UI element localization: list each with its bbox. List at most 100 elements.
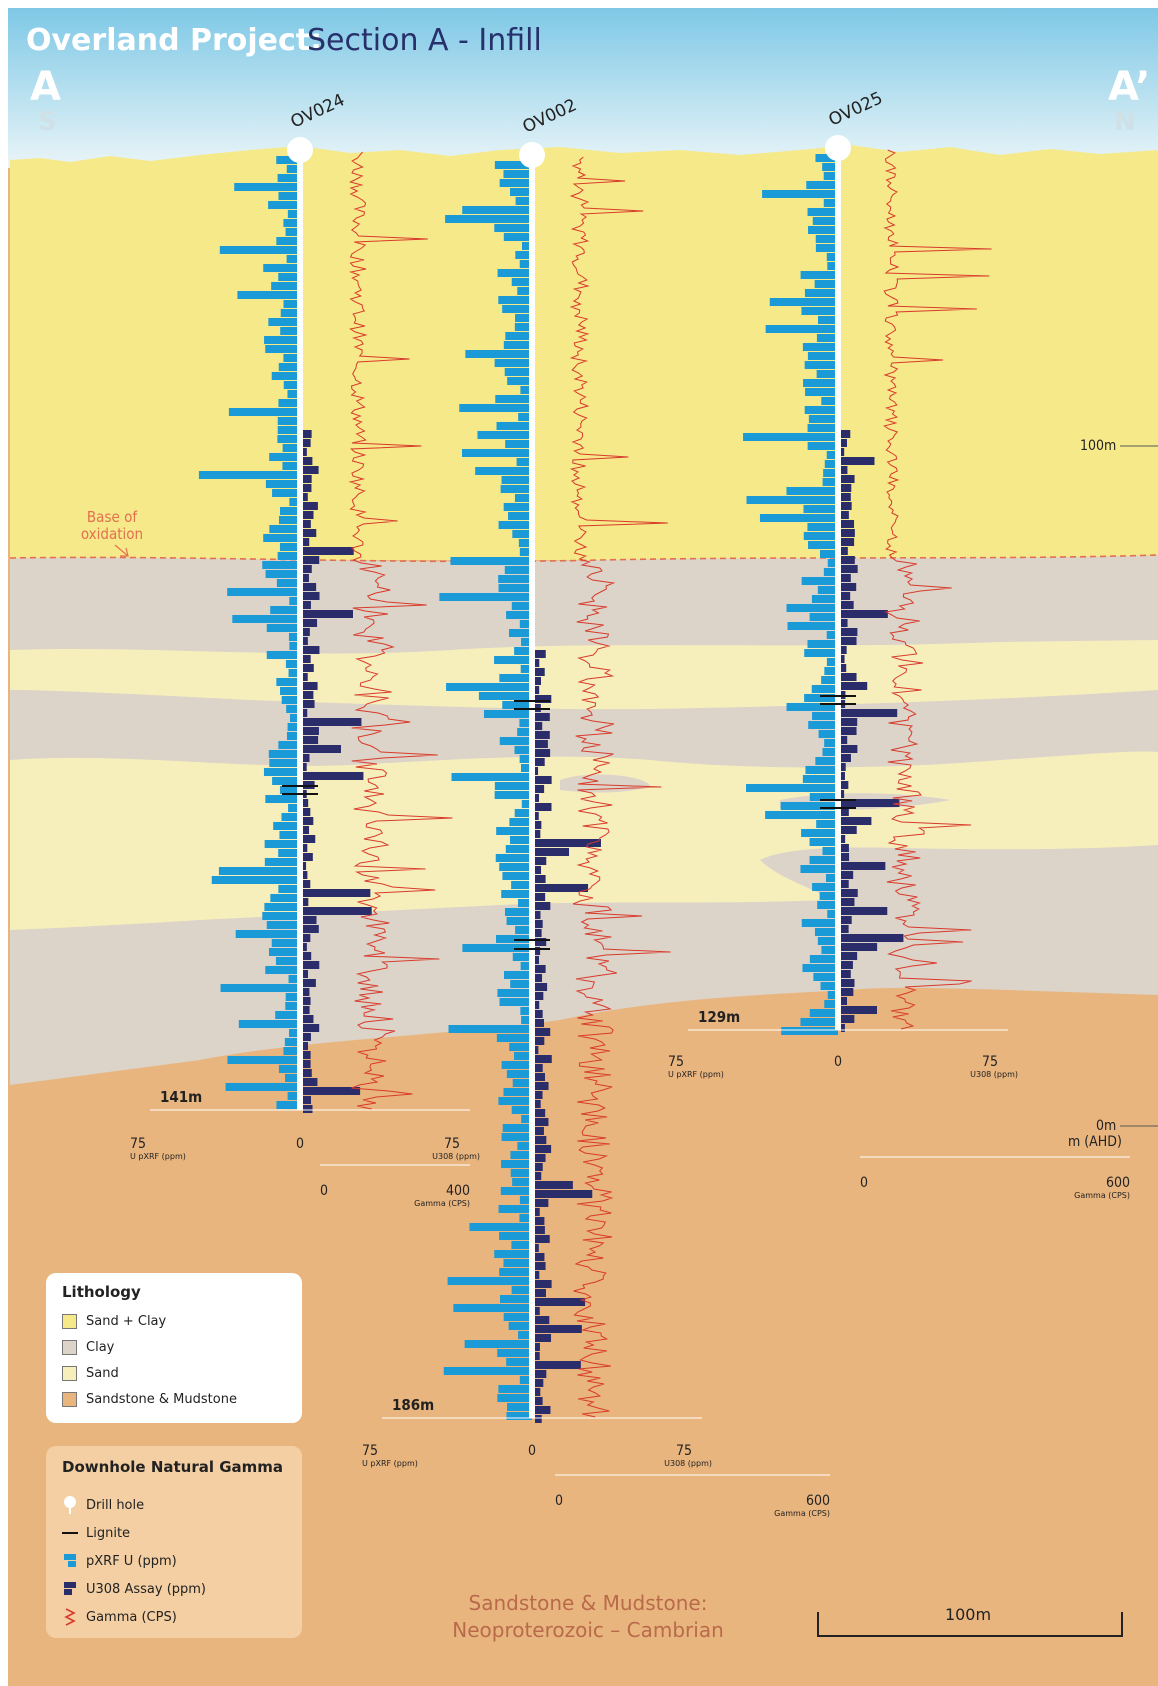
- pxrf-bar: [499, 179, 532, 187]
- u3o8-bar: [841, 871, 854, 879]
- axis-pxrf-label: U pXRF (ppm): [362, 1459, 418, 1468]
- u3o8-bar: [841, 1015, 855, 1023]
- pxrf-bar: [497, 269, 532, 277]
- pxrf-bar: [517, 899, 532, 907]
- pxrf-bar: [520, 665, 532, 673]
- pxrf-bar: [499, 863, 532, 871]
- pxrf-bar: [815, 244, 838, 252]
- u3o8-bar: [841, 682, 868, 690]
- gamma-axis-min: 0: [320, 1183, 328, 1199]
- pxrf-bar: [227, 1056, 300, 1064]
- pxrf-bar: [510, 188, 532, 196]
- u3o8-bar: [535, 1316, 550, 1324]
- legend-gamma-item: Lignite: [62, 1522, 130, 1544]
- u3o8-bar: [841, 763, 846, 771]
- u3o8-bar: [303, 655, 311, 663]
- gamma-icon: [62, 1608, 78, 1626]
- u3o8-bar: [841, 664, 847, 672]
- u3o8-bar: [535, 911, 541, 919]
- pxrf-bar: [266, 624, 300, 632]
- u3o8-bar: [303, 907, 372, 915]
- pxrf-bar: [512, 953, 532, 961]
- pxrf-bar: [494, 1250, 532, 1258]
- legend-gamma-item: pXRF U (ppm): [62, 1550, 177, 1572]
- u3o8-bar: [303, 1069, 312, 1077]
- u3o8-bar: [535, 992, 544, 1000]
- pxrf-bar: [289, 642, 300, 650]
- pxrf-bar: [286, 705, 300, 713]
- pxrf-bar: [262, 561, 300, 569]
- pxrf-bar: [823, 199, 838, 207]
- u3o8-bar: [535, 1037, 545, 1045]
- u3o8-bar: [303, 925, 319, 933]
- u3o8-bar: [303, 529, 317, 537]
- pxrf-bar: [503, 170, 532, 178]
- pxrf-bar: [263, 768, 300, 776]
- u3o8-bar: [303, 484, 312, 492]
- u3o8-bar: [841, 835, 846, 843]
- u3o8-bar: [303, 889, 371, 897]
- collar-icon: [825, 135, 851, 161]
- pxrf-bar: [509, 629, 532, 637]
- u3o8-icon: [62, 1580, 78, 1598]
- pxrf-bar: [517, 1142, 532, 1150]
- u3o8-bar: [841, 826, 857, 834]
- pxrf-bar: [509, 836, 532, 844]
- u3o8-bar: [303, 583, 317, 591]
- pxrf-bar: [283, 381, 300, 389]
- pxrf-bar: [497, 989, 532, 997]
- legend-lithology-label: Sand + Clay: [86, 1313, 167, 1329]
- drill-hole-icon: [62, 1496, 78, 1514]
- u3o8-bar: [535, 1217, 545, 1225]
- pxrf-bar: [503, 503, 532, 511]
- gamma-axis-max: 400: [446, 1183, 470, 1199]
- u3o8-bar: [841, 880, 849, 888]
- pxrf-bar: [514, 1052, 532, 1060]
- pxrf-bar: [450, 557, 532, 565]
- gamma-trace: [569, 156, 671, 1418]
- legend-gamma-label: Drill hole: [86, 1497, 145, 1513]
- pxrf-bar: [510, 1151, 532, 1159]
- pxrf-bar: [198, 471, 300, 479]
- u3o8-bar: [303, 970, 309, 978]
- pxrf-bar: [815, 235, 838, 243]
- pxrf-bar: [447, 1277, 532, 1285]
- pxrf-bar: [264, 858, 300, 866]
- u3o8-bar: [841, 619, 848, 627]
- u3o8-bar: [303, 853, 313, 861]
- legend-gamma-label: pXRF U (ppm): [86, 1553, 177, 1569]
- u3o8-bar: [303, 448, 307, 456]
- pxrf-bar: [804, 289, 838, 297]
- pxrf-bar: [478, 692, 532, 700]
- pxrf-bar: [232, 615, 300, 623]
- u3o8-bar: [303, 511, 314, 519]
- pxrf-bar: [498, 1385, 532, 1393]
- u3o8-bar: [535, 812, 539, 820]
- legend-swatch: [62, 1391, 77, 1407]
- pxrf-bar: [235, 930, 300, 938]
- pxrf-bar: [445, 215, 532, 223]
- pxrf-bar: [264, 336, 300, 344]
- pxrf-bar: [497, 1394, 532, 1402]
- u3o8-bar: [841, 574, 851, 582]
- u3o8-bar: [303, 727, 319, 735]
- pxrf-bar: [804, 361, 838, 369]
- u3o8-bar: [841, 808, 849, 816]
- gamma-trace: [348, 151, 453, 1110]
- pxrf-bar: [225, 1083, 300, 1091]
- u3o8-bar: [535, 1172, 542, 1180]
- pxrf-bar: [283, 354, 300, 362]
- pxrf-bar: [502, 701, 532, 709]
- u3o8-bar: [841, 727, 857, 735]
- pxrf-bar: [506, 1358, 532, 1366]
- axis-zero: 0: [834, 1054, 842, 1070]
- pxrf-bar: [503, 1088, 532, 1096]
- pxrf-bar: [271, 939, 300, 947]
- u3o8-bar: [841, 655, 845, 663]
- pxrf-bar: [278, 363, 300, 371]
- u3o8-bar: [535, 1181, 573, 1189]
- u3o8-bar: [303, 574, 309, 582]
- pxrf-bar: [817, 316, 838, 324]
- u3o8-bar: [303, 997, 311, 1005]
- datum-0m-label: 0m: [1096, 1118, 1116, 1134]
